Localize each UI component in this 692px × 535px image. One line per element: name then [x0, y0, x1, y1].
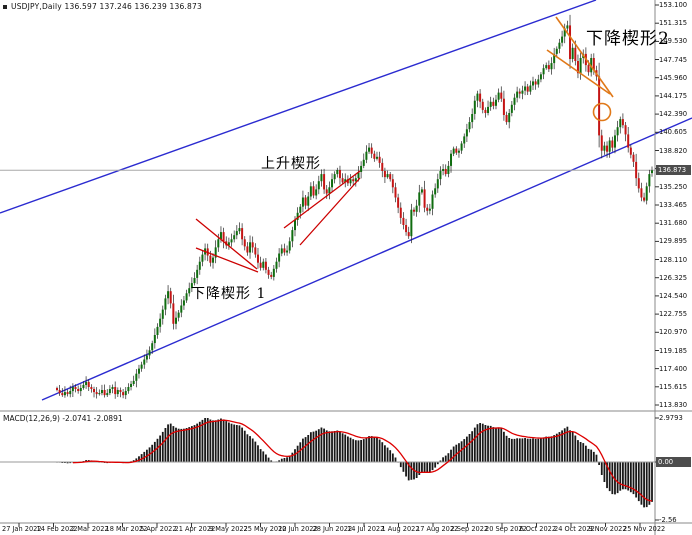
- price-axis-label: 151.315: [659, 19, 688, 28]
- price-axis-label: 131.680: [659, 219, 688, 228]
- date-axis-label: 14 Feb 2022: [36, 525, 78, 533]
- price-axis-label: 117.400: [659, 364, 688, 373]
- date-axis-label: 25 Nov 2022: [623, 525, 666, 533]
- macd-zero-tag: 0.00: [656, 457, 691, 467]
- price-axis-label: 145.960: [659, 73, 688, 82]
- date-axis-label: 2 Sep 2022: [450, 525, 489, 533]
- date-axis-label: 2 Mar 2022: [71, 525, 109, 533]
- date-axis-label: 14 Jul 2022: [347, 525, 385, 533]
- date-axis-label: 5 Apr 2022: [140, 525, 177, 533]
- price-axis-label: 138.820: [659, 146, 688, 155]
- price-axis-label: 149.530: [659, 37, 688, 46]
- date-axis-label: 21 Apr 2022: [174, 525, 216, 533]
- date-axis-label: 27 Jan 2022: [2, 525, 42, 533]
- date-axis-label: 17 Aug 2022: [416, 525, 459, 533]
- current-price-tag: 136.873: [656, 165, 691, 176]
- chart-title: USDJPY,Daily 136.597 137.246 136.239 136…: [11, 2, 202, 11]
- macd-indicator-label: MACD(12,26,9) -2.0741 -2.0891: [3, 414, 123, 423]
- date-axis-label: 18 Mar 2022: [105, 525, 148, 533]
- price-axis-label: 122.755: [659, 310, 688, 319]
- date-axis-label: 28 Jun 2022: [312, 525, 353, 533]
- price-axis-label: 126.325: [659, 273, 688, 282]
- price-axis-label: 142.390: [659, 110, 688, 119]
- price-axis-label: 113.830: [659, 401, 688, 409]
- annotation-rising-wedge[interactable]: 上升楔形: [261, 156, 321, 172]
- price-axis-label: 147.745: [659, 55, 688, 64]
- date-axis-label: 25 May 2022: [243, 525, 287, 533]
- chart-title-row: USDJPY,Daily 136.597 137.246 136.239 136…: [3, 2, 202, 11]
- macd-scale-bottom-label: -2.56: [659, 516, 677, 524]
- price-axis-label: 115.615: [659, 382, 688, 391]
- price-axis-label: 119.185: [659, 346, 688, 355]
- date-axis-label: 1 Aug 2022: [381, 525, 420, 533]
- price-axis-label: 153.100: [659, 1, 688, 9]
- price-axis-label: 124.540: [659, 291, 688, 300]
- price-axis-label: 128.110: [659, 255, 688, 264]
- price-axis-label: 144.175: [659, 91, 688, 100]
- symbol-bullet-icon: [3, 4, 7, 9]
- annotation-descending-wedge-2[interactable]: 下降楔形2: [586, 29, 670, 49]
- date-axis-label: 20 Sep 2022: [485, 525, 527, 533]
- price-axis-label: 135.250: [659, 182, 688, 191]
- price-axis-label: 133.465: [659, 201, 688, 209]
- annotation-descending-wedge-1[interactable]: 下降楔形 1: [191, 286, 267, 302]
- date-axis-label: 24 Oct 2022: [554, 525, 595, 533]
- date-axis-label: 9 May 2022: [209, 525, 248, 533]
- date-axis-label: 10 Jun 2022: [278, 525, 318, 533]
- date-axis-label: 9 Nov 2022: [588, 525, 627, 533]
- date-axis-label: 6 Oct 2022: [519, 525, 557, 533]
- macd-scale-top-label: 2.9793: [659, 414, 683, 422]
- price-axis-label: 140.605: [659, 128, 688, 137]
- price-axis-label: 129.895: [659, 237, 688, 246]
- price-axis-label: 120.970: [659, 328, 688, 337]
